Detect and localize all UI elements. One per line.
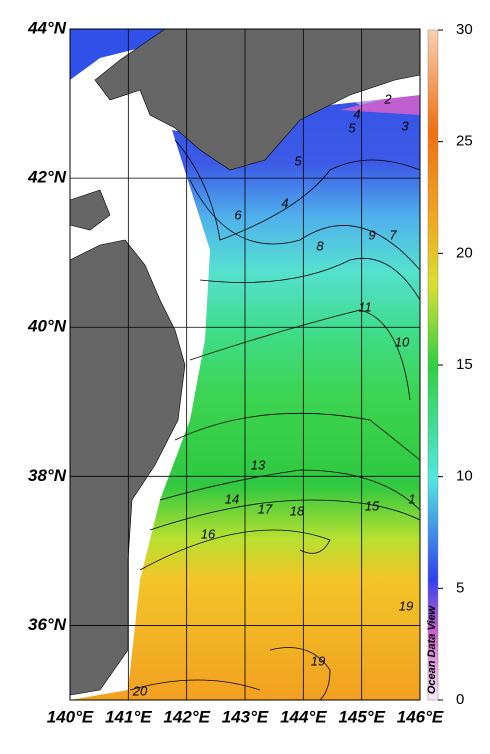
contour-label: 19 xyxy=(399,598,413,613)
contour-label: 5 xyxy=(294,153,302,168)
x-tick-label: 141°E xyxy=(105,707,152,726)
x-tick-label: 143°E xyxy=(222,707,269,726)
colorbar-tick-label: 20 xyxy=(456,244,473,261)
y-tick-label: 36°N xyxy=(28,615,67,634)
contour-label: 20 xyxy=(132,683,148,698)
contour-label: 18 xyxy=(290,503,305,518)
x-tick-label: 145°E xyxy=(338,707,385,726)
y-tick-label: 42°N xyxy=(27,168,67,187)
colorbar xyxy=(427,29,439,701)
contour-label: 16 xyxy=(201,526,216,541)
map-area xyxy=(69,28,421,701)
x-tick-label: 142°E xyxy=(163,707,210,726)
contour-label: 17 xyxy=(258,501,273,516)
contour-label: 7 xyxy=(389,227,397,242)
map-frame xyxy=(69,28,421,701)
contour-label: 10 xyxy=(395,334,410,349)
contour-label: 2 xyxy=(383,91,392,106)
contour-label: 9 xyxy=(368,227,375,242)
colorbar-tick-label: 10 xyxy=(456,468,473,485)
contour-label: 14 xyxy=(225,491,239,506)
contour-label: 4 xyxy=(353,106,360,121)
contour-label: 3 xyxy=(401,118,409,133)
credit: Ocean Data View xyxy=(426,604,438,694)
contour-lines xyxy=(129,139,421,701)
y-tick-label: 38°N xyxy=(28,466,67,485)
contour-label: 6 xyxy=(234,207,242,222)
colorbar-tick-label: 5 xyxy=(456,579,464,596)
no-data xyxy=(70,29,420,700)
x-tick-label: 144°E xyxy=(280,707,327,726)
contour-label: 11 xyxy=(358,299,372,314)
y-tick-label: 44°N xyxy=(27,18,67,37)
x-tick-label: 140°E xyxy=(47,707,94,726)
contour-label: 1 xyxy=(408,491,415,506)
colorbar-tick-label: 15 xyxy=(456,356,473,373)
contour-label: 15 xyxy=(365,498,380,513)
colorbar-tick-label: 25 xyxy=(456,133,473,150)
land xyxy=(94,28,421,171)
contour-label: 19 xyxy=(311,653,325,668)
contour-label: 8 xyxy=(316,238,324,253)
contour-label: 5 xyxy=(348,120,356,135)
y-tick-label: 40°N xyxy=(27,317,67,336)
contour-label: 13 xyxy=(251,457,266,472)
contour-label: 4 xyxy=(281,195,288,210)
colorbar-tick-label: 0 xyxy=(456,691,464,708)
colorbar-tick-label: 30 xyxy=(456,21,473,38)
x-tick-label: 146°E xyxy=(397,707,444,726)
ocean-field xyxy=(70,29,165,80)
land xyxy=(69,239,186,696)
